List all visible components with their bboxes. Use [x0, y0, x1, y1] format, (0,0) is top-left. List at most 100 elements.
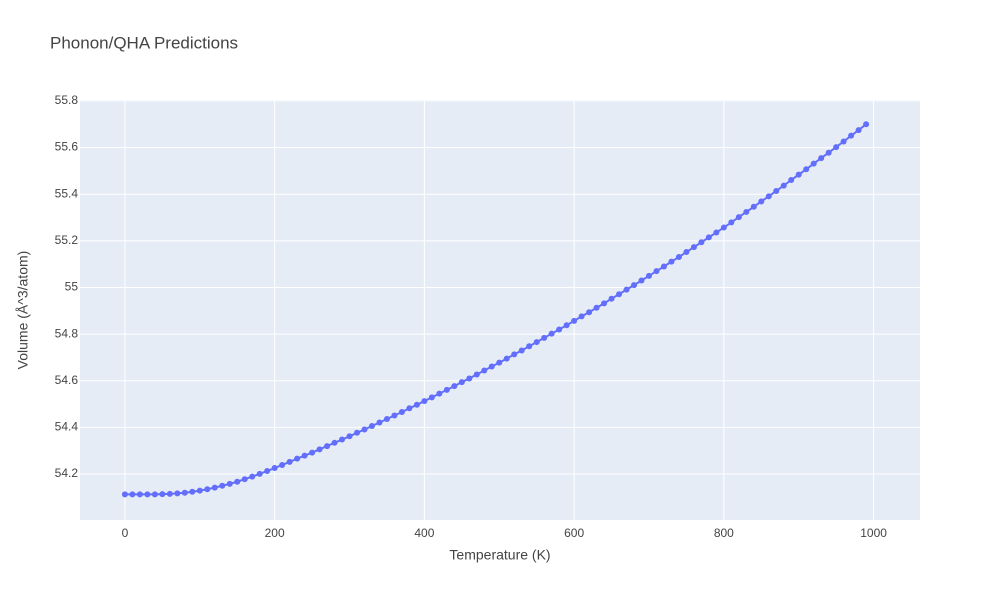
data-point	[541, 334, 548, 341]
data-point	[121, 491, 128, 498]
data-point	[129, 491, 136, 498]
data-point	[668, 258, 675, 265]
data-point	[271, 464, 278, 471]
y-tick-label: 54.4	[55, 420, 79, 434]
data-point	[241, 476, 248, 483]
data-point	[526, 343, 533, 350]
data-point	[750, 203, 757, 210]
data-point	[376, 419, 383, 426]
data-point	[698, 239, 705, 246]
data-point	[443, 386, 450, 393]
data-point	[473, 371, 480, 378]
data-point	[563, 322, 570, 329]
data-point	[743, 208, 750, 215]
data-point	[758, 198, 765, 205]
data-point	[548, 330, 555, 337]
data-point	[623, 286, 630, 293]
data-point	[653, 268, 660, 275]
data-point	[361, 426, 368, 433]
data-point	[810, 160, 817, 167]
data-point	[818, 155, 825, 162]
x-tick-label: 0	[122, 526, 129, 540]
data-point	[503, 355, 510, 362]
data-point	[436, 390, 443, 397]
data-point	[586, 309, 593, 316]
y-tick-label: 54.2	[55, 466, 79, 480]
data-point	[690, 244, 697, 251]
data-point	[264, 468, 271, 475]
data-point	[593, 304, 600, 311]
y-tick-label: 55.6	[55, 140, 79, 154]
data-point	[518, 347, 525, 354]
y-tick-label: 55	[65, 280, 79, 294]
x-tick-label: 1000	[860, 526, 887, 540]
data-point	[825, 149, 832, 156]
data-point	[204, 486, 211, 493]
data-point	[301, 452, 308, 459]
data-point	[316, 446, 323, 453]
data-point	[638, 277, 645, 284]
data-point	[383, 416, 390, 423]
data-point	[136, 491, 143, 498]
x-tick-label: 200	[265, 526, 285, 540]
data-point	[398, 409, 405, 416]
data-point	[556, 326, 563, 333]
data-point	[675, 253, 682, 260]
data-point	[219, 482, 226, 489]
data-point	[773, 187, 780, 194]
x-axis-label: Temperature (K)	[449, 547, 550, 563]
data-point	[458, 379, 465, 386]
data-point	[728, 219, 735, 226]
data-point	[354, 429, 361, 436]
data-point	[256, 470, 263, 477]
plot-background	[80, 100, 920, 520]
data-point	[166, 490, 173, 497]
data-point	[616, 291, 623, 298]
data-point	[660, 263, 667, 270]
x-tick-label: 800	[714, 526, 734, 540]
data-point	[144, 491, 151, 498]
data-point	[765, 193, 772, 200]
y-tick-label: 55.4	[55, 186, 79, 200]
data-point	[181, 489, 188, 496]
data-point	[391, 412, 398, 419]
data-point	[735, 214, 742, 221]
data-point	[174, 490, 181, 497]
data-point	[788, 176, 795, 183]
y-tick-label: 55.8	[55, 93, 79, 107]
data-point	[571, 317, 578, 324]
data-point	[421, 398, 428, 405]
data-point	[279, 461, 286, 468]
data-point	[234, 478, 241, 485]
data-point	[466, 375, 473, 382]
data-point	[803, 166, 810, 173]
data-point	[601, 300, 608, 307]
data-point	[833, 144, 840, 151]
data-point	[533, 339, 540, 346]
data-point	[795, 171, 802, 178]
data-point	[631, 282, 638, 289]
y-tick-label: 54.6	[55, 373, 79, 387]
series-line	[124, 123, 867, 496]
data-point	[249, 473, 256, 480]
data-point	[226, 480, 233, 487]
data-point	[309, 449, 316, 456]
data-point	[159, 491, 166, 498]
data-point	[713, 229, 720, 236]
chart-title: Phonon/QHA Predictions	[50, 33, 238, 52]
x-tick-label: 600	[564, 526, 584, 540]
y-tick-label: 55.2	[55, 233, 79, 247]
data-point	[863, 121, 870, 128]
data-point	[578, 313, 585, 320]
data-point	[368, 423, 375, 430]
data-point	[339, 436, 346, 443]
data-point	[848, 132, 855, 139]
data-point	[331, 439, 338, 446]
data-point	[855, 127, 862, 134]
data-point	[645, 272, 652, 279]
y-axis-label: Volume (Å^3/atom)	[15, 251, 31, 370]
data-point	[720, 224, 727, 231]
data-point	[189, 488, 196, 495]
data-point	[496, 359, 503, 366]
